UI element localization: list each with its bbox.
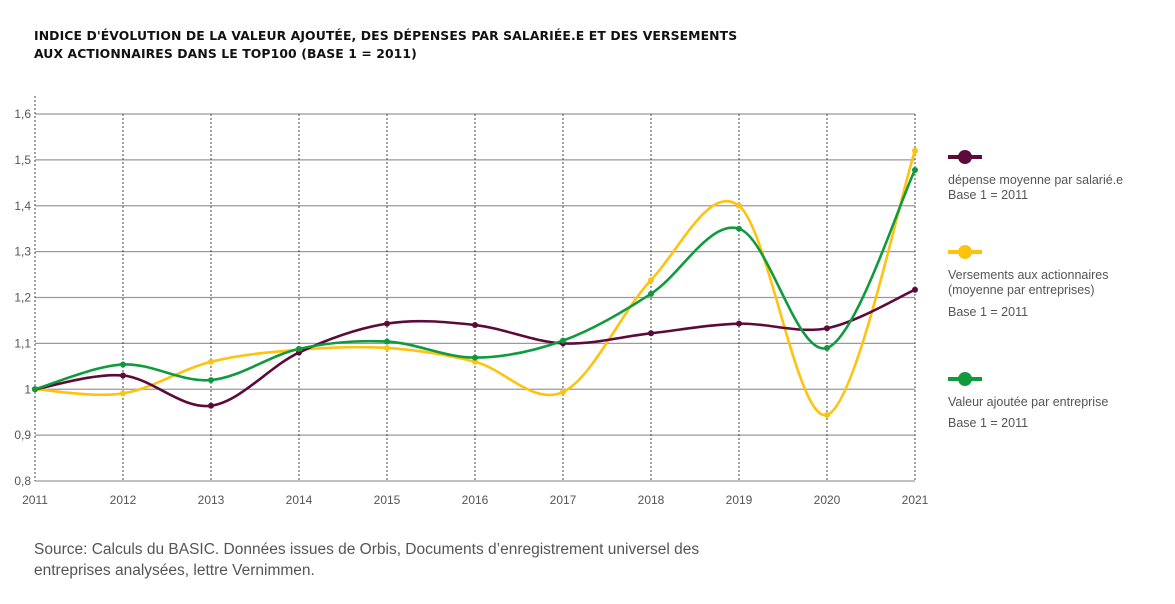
y-tick-label: 1,4 xyxy=(14,199,31,213)
legend-label: Valeur ajoutée par entreprise xyxy=(948,395,1109,409)
source-line-2: entreprises analysées, lettre Vernimmen. xyxy=(34,562,315,579)
legend-item-versements: Versements aux actionnaires (moyenne par… xyxy=(948,245,1109,320)
data-point-0-2020 xyxy=(824,325,830,332)
y-tick-label: 1,1 xyxy=(14,336,31,350)
data-point-1-2012 xyxy=(120,390,126,397)
y-tick-label: 0,8 xyxy=(14,474,31,488)
legend-marker-icon xyxy=(948,245,982,259)
data-point-2-2017 xyxy=(560,337,566,344)
series-line-2 xyxy=(33,168,917,391)
data-point-2-2012 xyxy=(120,361,126,368)
data-point-0-2021 xyxy=(912,286,918,293)
data-point-1-2021 xyxy=(912,147,918,154)
y-tick-label: 1 xyxy=(24,382,31,396)
data-point-1-2019 xyxy=(736,202,742,209)
legend-label: dépense moyenne par salarié.e xyxy=(948,173,1124,187)
x-tick-label: 2017 xyxy=(550,493,577,507)
data-point-2-2021 xyxy=(912,166,918,173)
legend-marker-icon xyxy=(948,372,982,386)
grid xyxy=(34,96,916,482)
legend-base: Base 1 = 2011 xyxy=(948,305,1029,319)
x-tick-label: 2016 xyxy=(462,493,489,507)
chart-title-line-2: aux actionnaires dans le TOP100 (base 1 … xyxy=(34,46,417,61)
data-point-0-2016 xyxy=(472,322,478,329)
y-tick-label: 1,6 xyxy=(14,107,31,121)
y-tick-label: 0,9 xyxy=(14,428,31,442)
data-point-0-2015 xyxy=(384,320,390,327)
legend-dot xyxy=(958,150,972,164)
data-point-2-2020 xyxy=(824,344,830,351)
data-point-2-2011 xyxy=(32,386,38,393)
legend-base: Base 1 = 2011 xyxy=(948,416,1029,430)
y-tick-label: 1,3 xyxy=(14,245,31,259)
x-axis-ticks: 2011 2012 2013 2014 2015 2016 2017 2018 2019 2020… xyxy=(22,493,929,507)
x-tick-label: 2011 xyxy=(22,493,48,507)
x-tick-label: 2018 xyxy=(638,493,665,507)
y-tick-label: 1,2 xyxy=(14,291,31,305)
x-tick-label: 2021 xyxy=(902,493,929,507)
legend-dot xyxy=(958,245,972,259)
legend-label-2: (moyenne par entreprises) xyxy=(948,283,1095,297)
data-point-1-2017 xyxy=(560,389,566,396)
data-point-1-2013 xyxy=(208,358,214,365)
data-point-1-2020 xyxy=(824,411,830,418)
x-tick-label: 2020 xyxy=(814,493,841,507)
data-point-0-2018 xyxy=(648,330,654,337)
data-point-1-2016 xyxy=(472,358,478,365)
source-note: Source: Calculs du BASIC. Données issues… xyxy=(34,539,834,581)
data-point-2-2013 xyxy=(208,377,214,384)
y-axis-ticks: 0,8 0,9 1 1,1 1,2 1,3 1,4 1,5 1,6 xyxy=(14,107,31,488)
x-tick-label: 2014 xyxy=(286,493,313,507)
y-tick-label: 1,5 xyxy=(14,153,31,167)
data-point-2-2019 xyxy=(736,225,742,232)
legend-item-depense: dépense moyenne par salarié.e Base 1 = 2… xyxy=(948,150,1123,203)
legend-item-valeur: Valeur ajoutée par entreprise Base 1 = 2… xyxy=(948,372,1108,431)
legend-label: Versements aux actionnaires xyxy=(948,268,1109,282)
data-point-0-2012 xyxy=(120,372,126,379)
source-line-1: Source: Calculs du BASIC. Données issues… xyxy=(34,541,700,558)
x-tick-label: 2015 xyxy=(374,493,401,507)
data-point-1-2018 xyxy=(648,277,654,284)
chart-title-line-1: Indice d'évolution de la valeur ajoutée,… xyxy=(34,28,738,43)
data-point-0-2019 xyxy=(736,320,742,327)
x-tick-label: 2012 xyxy=(110,493,137,507)
legend-marker-icon xyxy=(948,150,982,164)
data-point-0-2013 xyxy=(208,402,214,409)
series-points xyxy=(32,147,918,418)
legend-base: Base 1 = 2011 xyxy=(948,188,1029,202)
legend-dot xyxy=(958,372,972,386)
x-tick-label: 2019 xyxy=(726,493,753,507)
data-point-2-2016 xyxy=(472,354,478,361)
data-point-1-2015 xyxy=(384,344,390,351)
data-point-2-2014 xyxy=(296,345,302,352)
data-point-2-2015 xyxy=(384,338,390,345)
chart-title: Indice d'évolution de la valeur ajoutée,… xyxy=(34,27,914,63)
x-tick-label: 2013 xyxy=(198,493,225,507)
data-point-2-2018 xyxy=(648,290,654,297)
